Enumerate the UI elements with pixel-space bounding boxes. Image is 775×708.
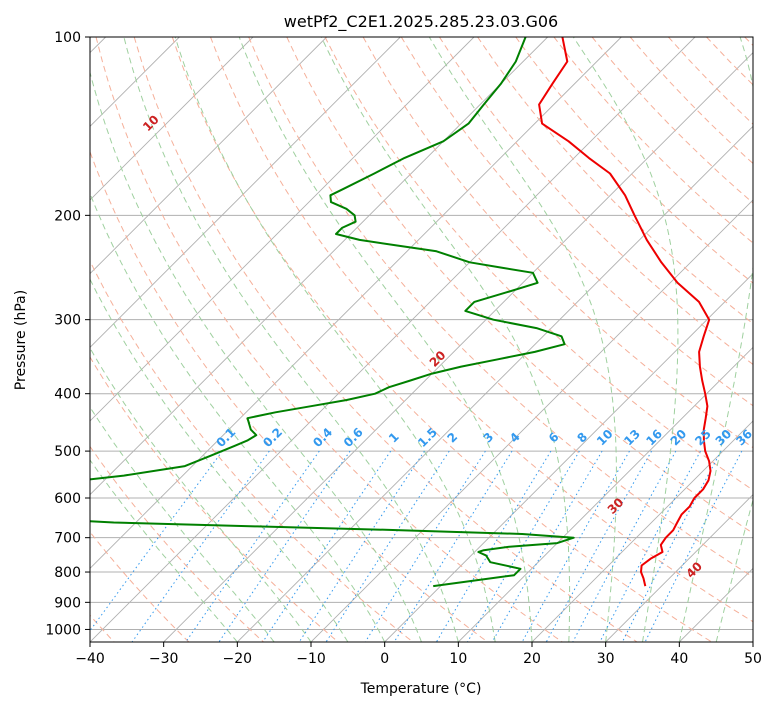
y-axis-label: Pressure (hPa) <box>13 290 29 390</box>
dry-adiabat-line <box>95 37 564 642</box>
mixing-ratio-line <box>298 450 425 642</box>
isotherm-line <box>458 346 753 642</box>
dewpoint-line <box>90 37 575 588</box>
dry-adiabat-line <box>248 37 753 578</box>
moist-adiabat-line <box>90 406 275 642</box>
x-axis-label: Temperature (°C) <box>360 681 482 697</box>
dry-adiabat-line <box>362 37 753 449</box>
isotherm-line <box>163 52 753 642</box>
y-tick-label: 300 <box>54 313 81 329</box>
moist-adiabat-line <box>428 37 617 642</box>
isotherm-line <box>237 125 753 642</box>
dry-adiabat-line <box>133 37 638 642</box>
mixing-ratio-line <box>364 450 486 642</box>
dry-adiabat-line <box>90 150 489 642</box>
x-tick-label: 10 <box>449 651 467 667</box>
x-tick-label: 50 <box>744 651 762 667</box>
y-tick-label: 800 <box>54 565 81 581</box>
y-tick-label: 600 <box>54 491 81 507</box>
x-tick-label: 30 <box>597 651 615 667</box>
dry-adiabat-line <box>324 37 753 491</box>
mixing-ratio-line <box>393 450 513 642</box>
dry-adiabat-line <box>90 259 414 642</box>
y-tick-label: 1000 <box>45 622 81 638</box>
isotherm-line <box>605 494 753 642</box>
dry-adiabat-line <box>90 531 190 642</box>
moist-adiabat-line <box>715 497 753 642</box>
plot-frame <box>89 36 754 643</box>
y-tick-label: 700 <box>54 531 81 547</box>
mixing-ratio-line <box>521 450 630 642</box>
mixing-ratio-line <box>545 450 653 642</box>
chart-title: wetPf2_C2E1.2025.285.23.03.G06 <box>284 12 558 32</box>
moist-adiabat-line <box>320 37 571 642</box>
x-tick-label: 20 <box>523 651 541 667</box>
isotherm-line <box>90 37 622 569</box>
y-tick-label: 100 <box>54 30 81 46</box>
dry-adiabat-line <box>477 37 753 325</box>
moist-adiabat-line <box>90 459 238 642</box>
moist-adiabat-line <box>90 70 422 642</box>
x-tick-label: −40 <box>75 651 105 667</box>
mixing-ratio-line <box>131 450 270 642</box>
y-tick-label: 500 <box>54 444 81 460</box>
mixing-ratio-line <box>185 450 320 642</box>
moist-adiabat-line <box>238 37 533 642</box>
mixing-ratio-line <box>572 450 677 642</box>
isotherm-line <box>90 37 327 275</box>
mixing-ratio-line <box>325 450 450 642</box>
y-tick-label: 200 <box>54 208 81 224</box>
isotherm-line <box>90 37 254 201</box>
y-tick-label: 900 <box>54 595 81 611</box>
moist-adiabat-line <box>123 37 459 642</box>
y-axis: 100 200 300 400 500 600 700 800 900 1000 <box>45 30 90 638</box>
isotherm-line <box>90 37 475 422</box>
x-tick-label: −20 <box>223 651 253 667</box>
profiles <box>90 37 712 588</box>
moist-adiabat-line <box>174 37 496 642</box>
mixing-ratio-line <box>644 450 743 642</box>
x-tick-label: 0 <box>380 651 389 667</box>
temperature-line <box>538 37 712 587</box>
x-tick-label: −30 <box>149 651 179 667</box>
mixing-ratio-line <box>599 450 701 642</box>
x-tick-label: 40 <box>670 651 688 667</box>
moist-adiabat-line <box>90 192 386 642</box>
dry-adiabat-line <box>171 37 713 642</box>
mixing-ratio-line <box>90 450 223 632</box>
moist-adiabat-line <box>90 278 349 642</box>
moist-adiabat-line <box>678 37 753 642</box>
x-axis: −40 −30 −20 −10 0 10 20 30 40 50 <box>75 642 762 667</box>
moist-adiabat-line <box>90 347 312 642</box>
dry-adiabat-line <box>90 356 339 642</box>
isotherm-line <box>384 273 753 642</box>
dry-adiabat-line <box>286 37 753 534</box>
isotherm-line <box>90 37 401 348</box>
x-tick-label: −10 <box>296 651 326 667</box>
dry-adiabat-line <box>90 445 265 642</box>
isotherm-line <box>531 420 753 642</box>
y-tick-label: 400 <box>54 387 81 403</box>
